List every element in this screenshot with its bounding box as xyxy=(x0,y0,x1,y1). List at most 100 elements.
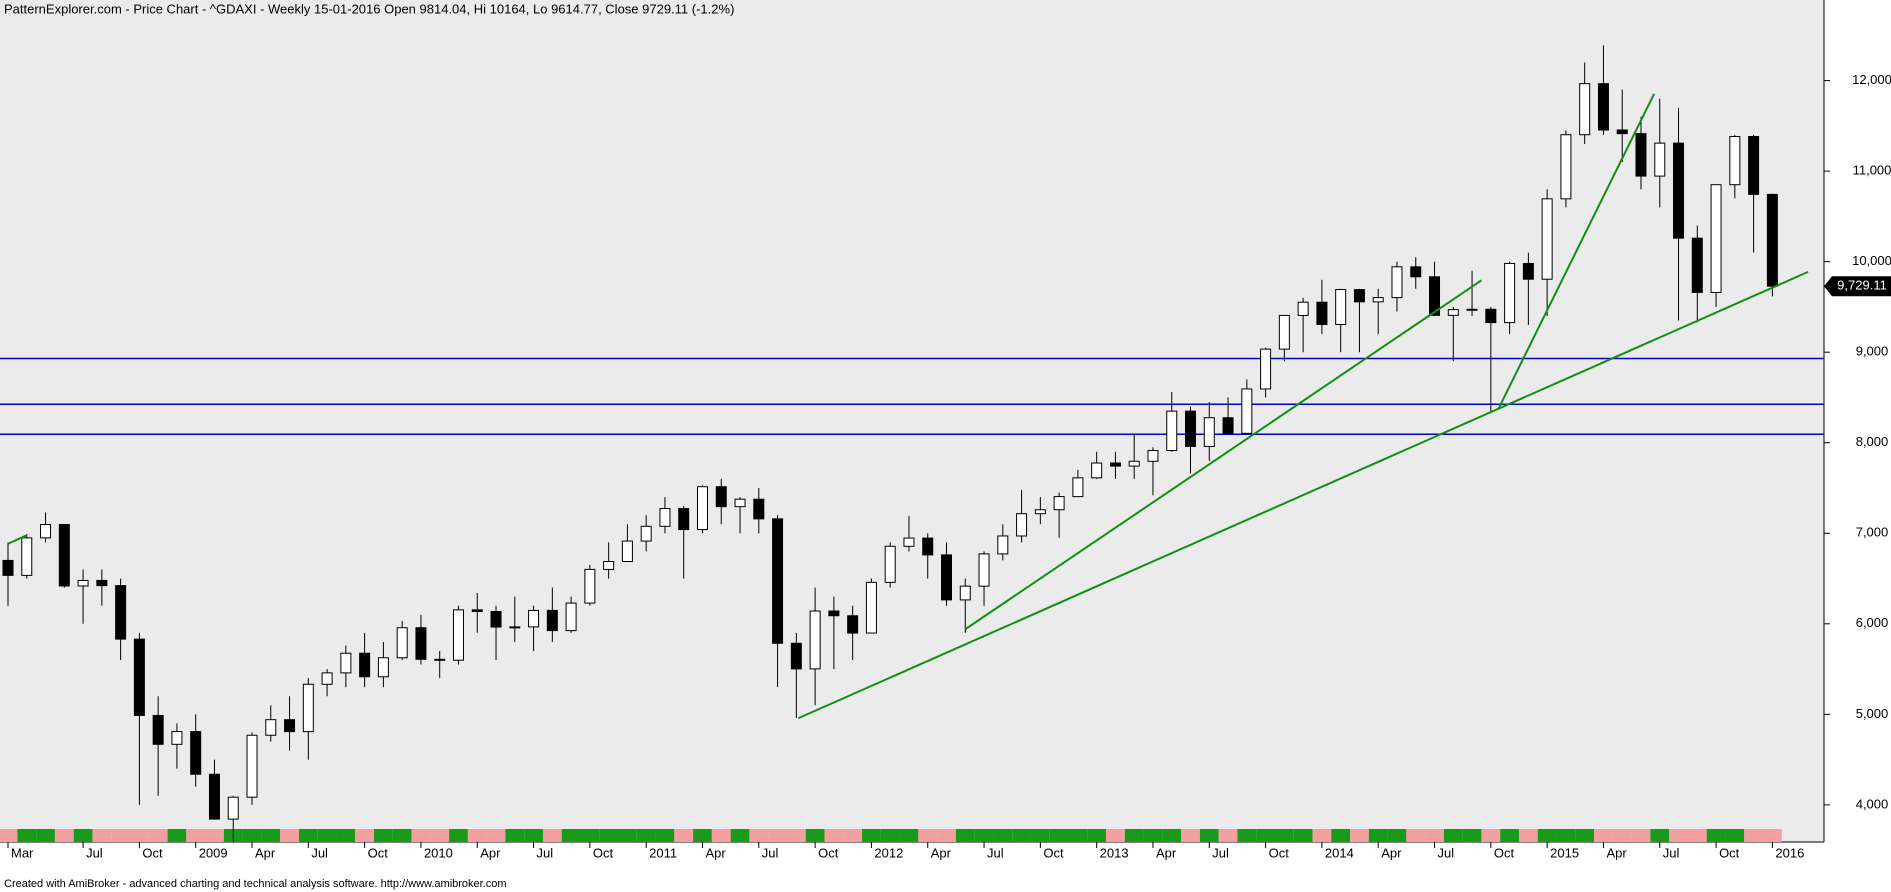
x-tick-label: Jul xyxy=(311,845,328,860)
indicator-cell xyxy=(1612,829,1632,842)
candle-body xyxy=(1260,348,1272,390)
trendline xyxy=(1497,93,1656,410)
x-tick-label: Apr xyxy=(255,845,276,860)
x-tick-label: Oct xyxy=(1719,845,1740,860)
candle-body xyxy=(1185,410,1197,447)
indicator-cell xyxy=(336,829,356,842)
indicator-cell xyxy=(1462,829,1482,842)
price-tag: 9,729.11 xyxy=(1837,278,1887,293)
indicator-cell xyxy=(1725,829,1745,842)
candle-body xyxy=(96,579,108,587)
indicator-cell xyxy=(392,829,412,842)
candle-body xyxy=(790,642,802,670)
candle-body xyxy=(997,535,1009,555)
x-tick-label: 2013 xyxy=(1100,845,1129,860)
candle-body xyxy=(190,731,202,775)
indicator-cell xyxy=(1049,829,1069,842)
indicator-cell xyxy=(1068,829,1088,842)
indicator-cell xyxy=(449,829,468,842)
candle-body xyxy=(152,714,164,745)
candle-body xyxy=(1635,133,1647,177)
x-tick-label: 2016 xyxy=(1775,845,1804,860)
x-tick-label: Jul xyxy=(1212,845,1229,860)
indicator-cell xyxy=(0,829,18,842)
x-tick-label: Apr xyxy=(1381,845,1402,860)
indicator-cell xyxy=(937,829,956,842)
candle-body xyxy=(753,498,765,520)
candle-body xyxy=(77,579,89,587)
indicator-cell xyxy=(1368,829,1388,842)
candle-body xyxy=(208,773,220,820)
indicator-cell xyxy=(374,829,393,842)
candle-body xyxy=(1710,184,1722,293)
indicator-cell xyxy=(92,829,112,842)
candle-body xyxy=(941,554,952,601)
x-tick-label: Oct xyxy=(368,845,389,860)
indicator-cell xyxy=(242,829,262,842)
candle-body xyxy=(1372,297,1384,303)
candle-body xyxy=(1410,266,1422,278)
candle-body xyxy=(415,627,427,660)
indicator-cell xyxy=(1500,829,1519,842)
x-tick-label: Apr xyxy=(1156,845,1177,860)
candle-body xyxy=(865,581,877,634)
indicator-cell xyxy=(786,829,806,842)
indicator-cell xyxy=(580,829,600,842)
indicator-cell xyxy=(618,829,637,842)
price-tag-box xyxy=(1824,276,1891,297)
x-tick-label: Oct xyxy=(142,845,163,860)
indicator-cell xyxy=(1331,829,1351,842)
candle-body xyxy=(1466,308,1478,311)
candle-body xyxy=(828,610,840,617)
candle-body xyxy=(640,525,652,542)
indicator-cell xyxy=(1518,829,1538,842)
indicator-cell xyxy=(317,829,337,842)
indicator-cell xyxy=(1425,829,1444,842)
candle-body xyxy=(58,523,70,587)
candle-body xyxy=(696,486,708,531)
candle-body xyxy=(1147,450,1159,462)
indicator-cell xyxy=(561,829,581,842)
candle-body xyxy=(21,537,33,576)
x-tick-label: Jul xyxy=(537,845,554,860)
indicator-cell xyxy=(280,829,299,842)
candle-body xyxy=(903,537,915,547)
indicator-cell xyxy=(1293,829,1313,842)
x-tick-label: 2012 xyxy=(874,845,903,860)
indicator-cell xyxy=(1218,829,1238,842)
indicator-cell xyxy=(1687,829,1707,842)
candle-body xyxy=(678,508,690,531)
x-tick-label: Jul xyxy=(1438,845,1455,860)
indicator-cell xyxy=(899,829,919,842)
candle-body xyxy=(1597,83,1609,131)
candle-body xyxy=(284,719,296,733)
indicator-cell xyxy=(880,829,900,842)
indicator-cell xyxy=(1669,829,1688,842)
candle-body xyxy=(565,602,577,632)
candle-body xyxy=(1616,129,1628,135)
candle-body xyxy=(621,540,633,563)
indicator-cell xyxy=(1537,829,1557,842)
indicator-cell xyxy=(54,829,74,842)
candle-body xyxy=(115,585,127,640)
x-tick-label: 2010 xyxy=(424,845,453,860)
candle-body xyxy=(978,553,990,587)
indicator-cell xyxy=(505,829,525,842)
candle-body xyxy=(509,626,521,629)
indicator-cell xyxy=(1387,829,1407,842)
candle-body xyxy=(1429,276,1441,316)
candle-body xyxy=(1485,308,1497,324)
candle-body xyxy=(1766,193,1778,287)
candle-body xyxy=(171,731,183,745)
x-tick-label: Jul xyxy=(1663,845,1680,860)
indicator-cell xyxy=(1087,829,1107,842)
candle-body xyxy=(546,609,558,632)
candle-body xyxy=(528,609,540,628)
y-tick-label: 6,000 xyxy=(1856,615,1889,630)
trendline xyxy=(7,534,28,545)
indicator-cell xyxy=(167,829,187,842)
y-tick-label: 11,000 xyxy=(1853,163,1891,178)
candle-body xyxy=(1335,289,1347,325)
indicator-cell xyxy=(130,829,149,842)
